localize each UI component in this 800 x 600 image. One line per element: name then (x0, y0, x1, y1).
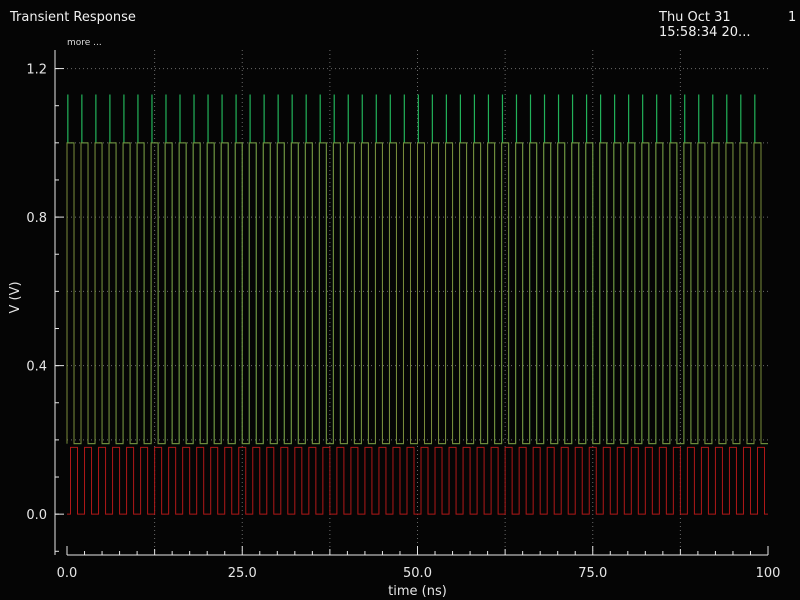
x-axis-label: time (ns) (388, 584, 447, 599)
y-tick-label: 0.0 (26, 508, 47, 523)
y-axis-label: V (V) (8, 281, 23, 313)
y-tick-label: 0.4 (26, 360, 47, 375)
x-tick-label: 0.0 (57, 566, 78, 581)
y-tick-label: 0.8 (26, 211, 47, 226)
x-tick-label: 75.0 (578, 566, 607, 581)
y-tick-label: 1.2 (26, 63, 47, 78)
plot-title: Transient Response (10, 10, 136, 25)
date-line-2: 15:58:34 20... (659, 25, 751, 40)
x-tick-label: 25.0 (228, 566, 257, 581)
series-0-overshoot (67, 94, 756, 143)
page-number: 1 (788, 10, 797, 25)
x-tick-label: 50.0 (403, 566, 432, 581)
plot-area (66, 94, 768, 515)
date-line-1: Thu Oct 31 (659, 10, 731, 25)
timestamp: Thu Oct 31 15:58:34 20... (659, 10, 750, 40)
x-tick-label: 100 (756, 566, 781, 581)
axes: 0.0 0.4 0.8 1.2 0.0 25.0 50.0 75.0 100 (26, 50, 780, 581)
series-2-line (67, 446, 768, 515)
legend-more-link[interactable]: more ... (67, 38, 102, 48)
series-1-line (66, 142, 768, 445)
